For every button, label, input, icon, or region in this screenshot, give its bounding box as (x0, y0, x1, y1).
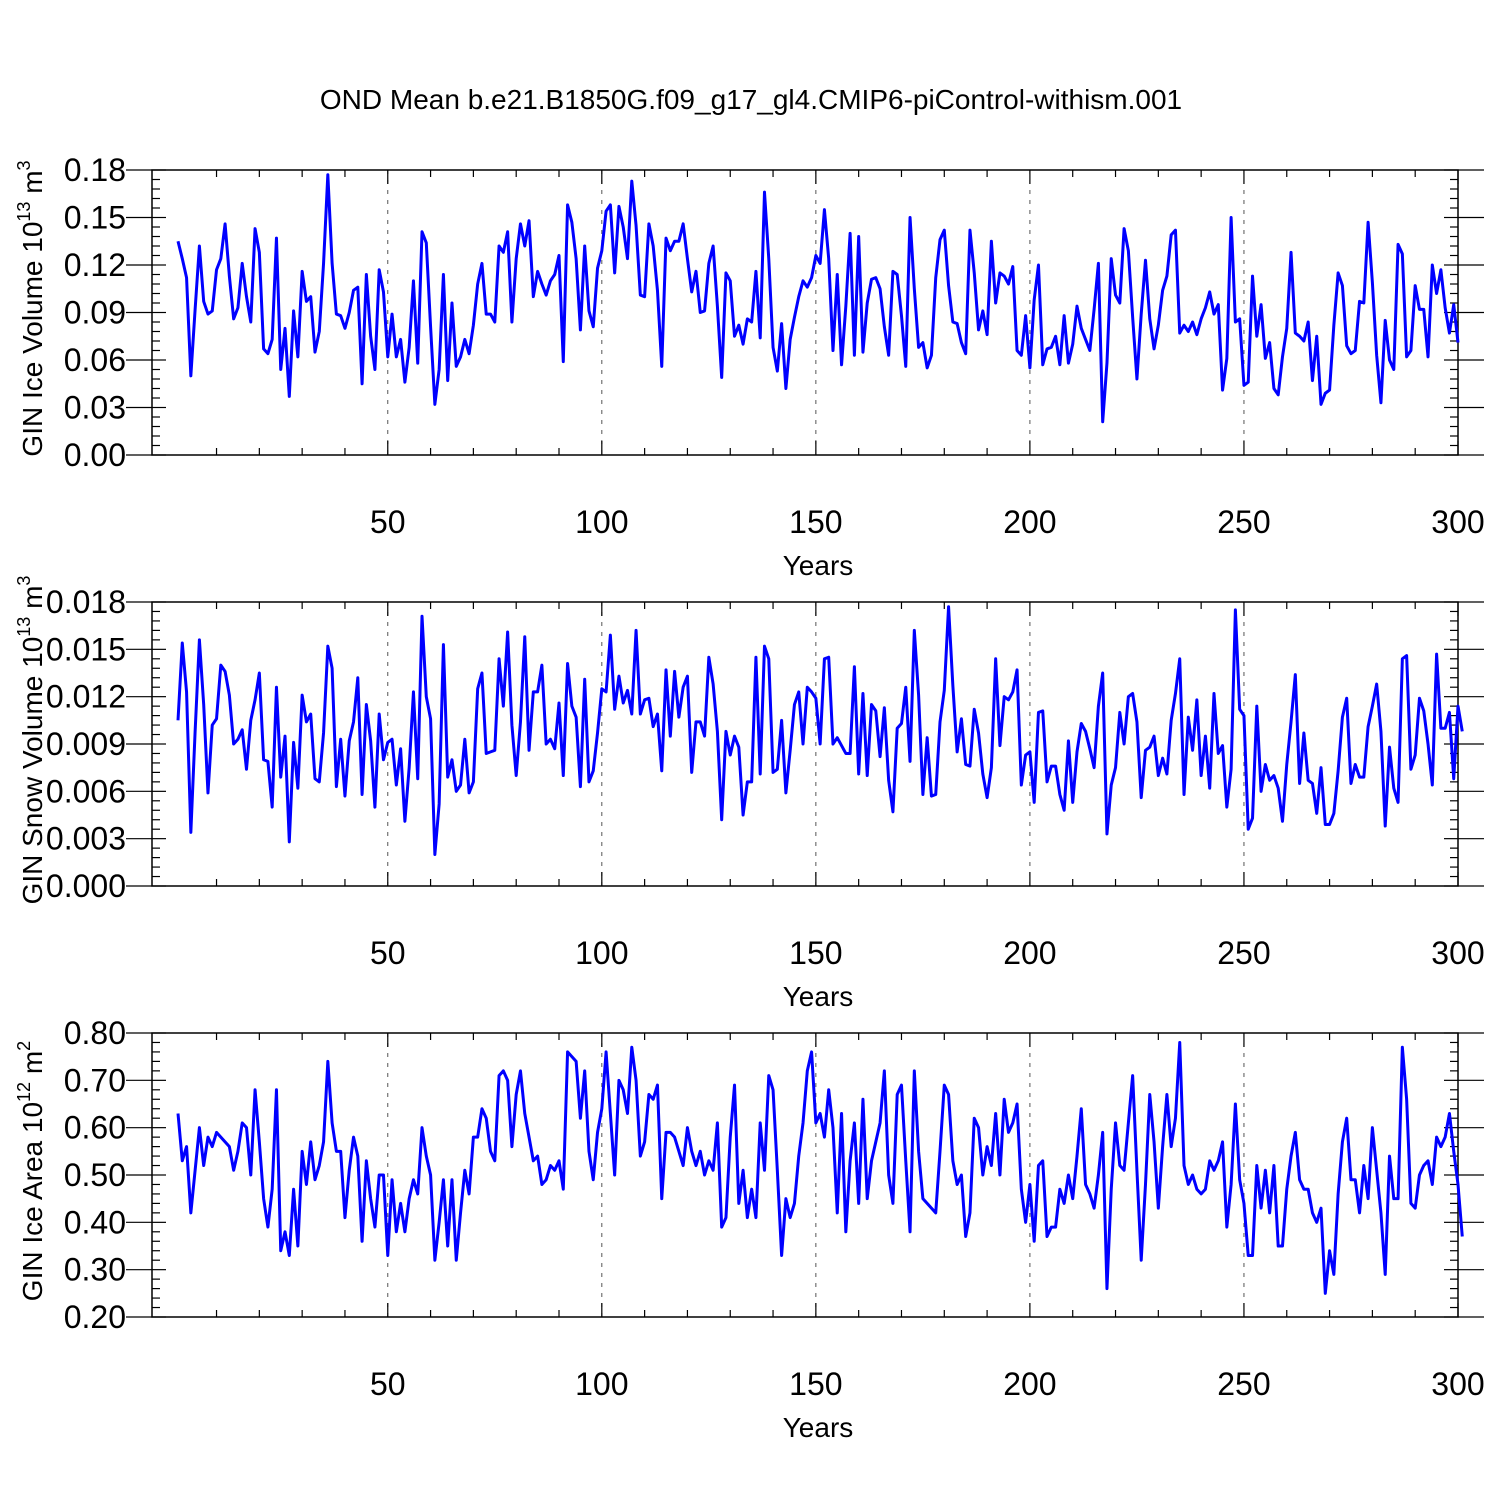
series-line (176, 605, 1464, 856)
y-tick-label: 0.009 (46, 726, 126, 762)
y-tick-label: 0.40 (64, 1204, 126, 1240)
y-axis-title-unit-exponent: 3 (14, 576, 34, 586)
panel-ice-area: 0.20 0.30 0.40 0.50 0.60 0.70 0.80 50 100 150 200 2… (14, 1015, 1485, 1443)
y-tick-label: 0.20 (64, 1299, 126, 1335)
y-tick-label: 0.70 (64, 1062, 126, 1098)
y-axis-title-unit-exponent: 3 (14, 160, 34, 170)
panel-ice-volume: 0.00 0.03 0.06 0.09 0.12 0.15 0.18 50 100 150 200 2… (14, 152, 1485, 581)
x-tick-label: 300 (1431, 504, 1484, 540)
y-tick-label: 0.06 (64, 342, 126, 378)
y-tick-label: 0.006 (46, 773, 126, 809)
series-line (176, 1040, 1464, 1295)
x-tick-label: 250 (1217, 935, 1270, 971)
y-tick-label: 0.30 (64, 1252, 126, 1288)
x-tick-label: 150 (789, 935, 842, 971)
y-axis-title: GIN Ice Volume 1013 m3 (14, 160, 48, 456)
y-tick-label: 0.09 (64, 295, 126, 331)
y-tick-label: 0.015 (46, 631, 126, 667)
y-tick-label: 0.80 (64, 1015, 126, 1051)
y-axis-title: GIN Ice Area 1012 m2 (14, 1041, 48, 1301)
x-tick-label: 50 (370, 935, 406, 971)
x-tick-label: 200 (1003, 1366, 1056, 1402)
chart-title: OND Mean b.e21.B1850G.f09_g17_gl4.CMIP6-… (320, 84, 1182, 115)
y-tick-label: 0.18 (64, 152, 126, 188)
y-axis-title-unit: m (17, 1051, 48, 1082)
x-tick-label: 50 (370, 504, 406, 540)
x-tick-label: 50 (370, 1366, 406, 1402)
y-axis-title-main: GIN Ice Volume 10 (17, 222, 48, 457)
y-axis-title-exponent: 13 (14, 202, 34, 222)
y-tick-label: 0.00 (64, 437, 126, 473)
x-tick-label: 200 (1003, 935, 1056, 971)
y-axis-title-unit-exponent: 2 (14, 1041, 34, 1051)
series-line (176, 173, 1460, 424)
y-axis-title-main: GIN Ice Area 10 (17, 1102, 48, 1301)
x-tick-label: 150 (789, 504, 842, 540)
x-tick-label: 150 (789, 1366, 842, 1402)
x-tick-label: 200 (1003, 504, 1056, 540)
y-axis-title-exponent: 12 (14, 1082, 34, 1102)
y-tick-label: 0.012 (46, 679, 126, 715)
y-tick-label: 0.15 (64, 200, 126, 236)
y-axis-title-main: GIN Snow Volume 10 (17, 637, 48, 905)
x-axis-title: Years (783, 1412, 854, 1443)
y-tick-label: 0.12 (64, 247, 126, 283)
y-tick-label: 0.60 (64, 1110, 126, 1146)
y-axis-title-unit: m (17, 170, 48, 201)
y-tick-label: 0.50 (64, 1157, 126, 1193)
x-tick-label: 250 (1217, 1366, 1270, 1402)
y-tick-label: 0.003 (46, 821, 126, 857)
x-tick-label: 300 (1431, 935, 1484, 971)
x-tick-label: 250 (1217, 504, 1270, 540)
x-tick-label: 100 (575, 504, 628, 540)
x-axis-title: Years (783, 550, 854, 581)
x-tick-label: 300 (1431, 1366, 1484, 1402)
x-tick-label: 100 (575, 935, 628, 971)
panel-snow-volume: 0.000 0.003 0.006 0.009 0.012 0.015 0.018 50 100… (14, 576, 1485, 1012)
y-axis-title-exponent: 13 (14, 617, 34, 637)
x-axis-title: Years (783, 981, 854, 1012)
y-tick-label: 0.000 (46, 868, 126, 904)
y-axis-title-unit: m (17, 586, 48, 617)
y-tick-label: 0.03 (64, 390, 126, 426)
x-tick-label: 100 (575, 1366, 628, 1402)
y-tick-label: 0.018 (46, 584, 126, 620)
y-axis-title: GIN Snow Volume 1013 m3 (14, 576, 48, 905)
